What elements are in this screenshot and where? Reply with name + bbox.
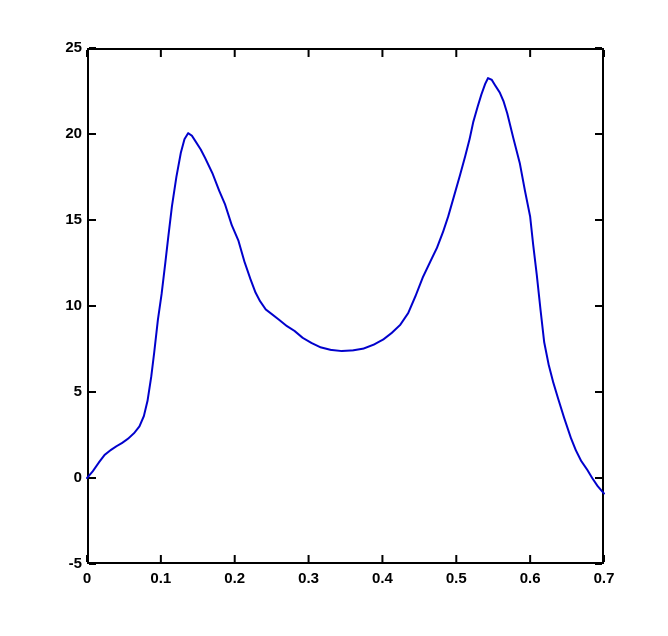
y-tick-label-5: 5 [73,383,82,400]
x-tick-label-0.1: 0.1 [150,570,172,587]
axes-box [87,48,604,564]
x-tick-label-0.5: 0.5 [445,570,467,587]
data-curve [86,77,605,495]
x-tick-label-0.2: 0.2 [224,570,246,587]
y-tick-label-15: 15 [65,211,82,228]
x-tick-label-0.4: 0.4 [371,570,393,587]
axis-ticks [86,47,605,565]
x-tick-label-0.3: 0.3 [298,570,319,587]
x-tick-label-0.6: 0.6 [519,570,541,587]
x-tick-label-0: 0 [82,570,92,587]
x-tick-label-0.7: 0.7 [593,570,615,587]
y-tick-label-10: 10 [65,297,82,314]
y-tick-label-25: 25 [65,39,82,56]
plot-area [86,47,605,565]
y-tick-label-0: 0 [73,469,82,486]
y-tick-label--5: -5 [68,555,82,572]
y-tick-label-20: 20 [65,125,82,142]
